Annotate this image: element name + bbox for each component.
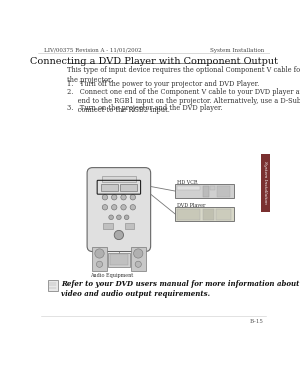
Circle shape bbox=[112, 204, 117, 210]
Text: Refer to your DVD users manual for more information about your equipment's
video: Refer to your DVD users manual for more … bbox=[61, 280, 300, 298]
Text: Connecting a DVD Player with Component Output: Connecting a DVD Player with Component O… bbox=[30, 57, 278, 66]
Bar bbox=[176, 207, 234, 221]
FancyBboxPatch shape bbox=[261, 154, 270, 212]
Circle shape bbox=[102, 195, 108, 200]
Text: HD VCR: HD VCR bbox=[177, 179, 197, 185]
Text: LIV/00375 Revision A - 11/01/2002: LIV/00375 Revision A - 11/01/2002 bbox=[44, 48, 141, 53]
Circle shape bbox=[121, 204, 126, 210]
Bar bbox=[202, 209, 214, 219]
Circle shape bbox=[130, 195, 136, 200]
Bar bbox=[210, 186, 215, 190]
Text: 1.   Turn off the power to your projector and DVD Player.: 1. Turn off the power to your projector … bbox=[67, 80, 259, 88]
Text: This type of input device requires the optional Component V cable for connection: This type of input device requires the o… bbox=[67, 66, 300, 84]
Bar bbox=[177, 209, 200, 219]
Bar bbox=[177, 186, 200, 190]
Bar bbox=[125, 224, 134, 229]
Bar bbox=[217, 186, 230, 196]
Text: Audio Equipment: Audio Equipment bbox=[90, 273, 134, 279]
Bar bbox=[108, 253, 130, 266]
Circle shape bbox=[121, 195, 126, 200]
Circle shape bbox=[96, 261, 103, 267]
Bar bbox=[48, 280, 58, 291]
Circle shape bbox=[95, 249, 104, 258]
Bar bbox=[102, 177, 136, 182]
Text: B–15: B–15 bbox=[250, 319, 264, 324]
Bar bbox=[202, 186, 209, 196]
Text: System Installation: System Installation bbox=[263, 161, 267, 204]
Text: 3.   Turn on the projector and the DVD player.: 3. Turn on the projector and the DVD pla… bbox=[67, 104, 223, 112]
Circle shape bbox=[109, 215, 113, 219]
Circle shape bbox=[134, 249, 143, 258]
Text: System Installation: System Installation bbox=[210, 48, 264, 53]
Text: DVD Player: DVD Player bbox=[177, 203, 206, 208]
Circle shape bbox=[102, 204, 108, 210]
Bar bbox=[130, 247, 146, 271]
Bar bbox=[176, 184, 234, 198]
Circle shape bbox=[135, 261, 141, 267]
Circle shape bbox=[130, 204, 136, 210]
Bar bbox=[101, 184, 118, 191]
Bar bbox=[120, 184, 137, 191]
Bar bbox=[103, 224, 113, 229]
Bar bbox=[216, 209, 231, 219]
Bar bbox=[92, 247, 107, 271]
FancyBboxPatch shape bbox=[87, 168, 151, 251]
Circle shape bbox=[114, 230, 124, 240]
Circle shape bbox=[124, 215, 129, 219]
Circle shape bbox=[116, 215, 121, 219]
Circle shape bbox=[112, 195, 117, 200]
Bar bbox=[110, 254, 128, 265]
Text: 2.   Connect one end of the Component V cable to your DVD player and the other
 : 2. Connect one end of the Component V ca… bbox=[67, 88, 300, 115]
